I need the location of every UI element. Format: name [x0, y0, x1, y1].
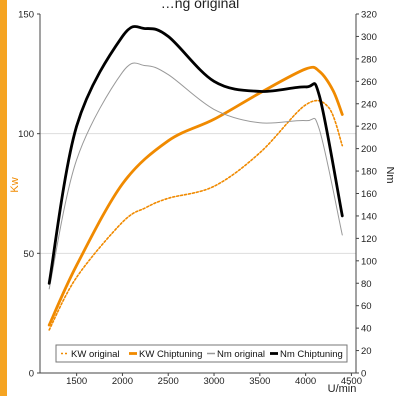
x-tick-label: 4000 — [295, 376, 316, 387]
y-axis-left-label: Kw — [9, 177, 21, 192]
y-left-tick-label: 150 — [18, 10, 34, 21]
y-right-tick-label: 80 — [361, 279, 372, 290]
legend-box — [55, 344, 348, 363]
series-line-nm-original — [48, 62, 343, 290]
chart-title: …ng original — [161, 0, 240, 11]
y-right-tick-label: 320 — [361, 10, 377, 21]
ticks: 0501001500204060801001201401601802002202… — [18, 10, 377, 388]
x-axis-label: U/min — [328, 383, 357, 395]
y-right-tick-label: 180 — [361, 167, 377, 178]
y-axis-right-label: Nm — [384, 166, 394, 183]
y-right-tick-label: 20 — [361, 346, 372, 357]
legend-label-nm-original: Nm original — [217, 349, 265, 360]
legend-label-nm-chiptuning: Nm Chiptuning — [280, 349, 343, 360]
y-right-tick-label: 100 — [361, 256, 377, 267]
x-tick-label: 4500 — [341, 376, 362, 387]
accent-bar — [0, 0, 7, 396]
y-right-tick-label: 60 — [361, 301, 372, 312]
y-right-tick-label: 300 — [361, 32, 377, 43]
series-line-nm-chiptuning — [47, 25, 344, 285]
grid — [40, 133, 356, 254]
y-right-tick-label: 40 — [361, 324, 372, 335]
y-right-tick-label: 120 — [361, 234, 377, 245]
y-left-tick-label: 100 — [18, 129, 34, 140]
y-right-tick-label: 260 — [361, 77, 377, 88]
y-right-tick-label: 220 — [361, 122, 377, 133]
legend-label-kw-chiptuning: KW Chiptuning — [139, 349, 202, 360]
x-tick-label: 1500 — [66, 376, 87, 387]
x-tick-label: 2000 — [112, 376, 133, 387]
series-line-kw-original — [48, 99, 344, 331]
y-right-tick-label: 160 — [361, 189, 377, 200]
y-right-tick-label: 280 — [361, 54, 377, 65]
x-tick-label: 2500 — [158, 376, 179, 387]
x-tick-label: 3000 — [203, 376, 224, 387]
legend-label-kw-original: KW original — [71, 349, 120, 360]
series — [47, 25, 344, 331]
y-left-tick-label: 0 — [29, 369, 34, 380]
y-right-tick-label: 200 — [361, 144, 377, 155]
series-line-kw-chiptuning — [47, 65, 344, 327]
x-tick-label: 3500 — [249, 376, 270, 387]
y-right-tick-label: 140 — [361, 211, 377, 222]
y-right-tick-label: 0 — [361, 369, 366, 380]
y-right-tick-label: 240 — [361, 99, 377, 110]
legend: KW original KW Chiptuning Nm original Nm Ch… — [55, 344, 348, 363]
y-left-tick-label: 50 — [23, 249, 34, 260]
